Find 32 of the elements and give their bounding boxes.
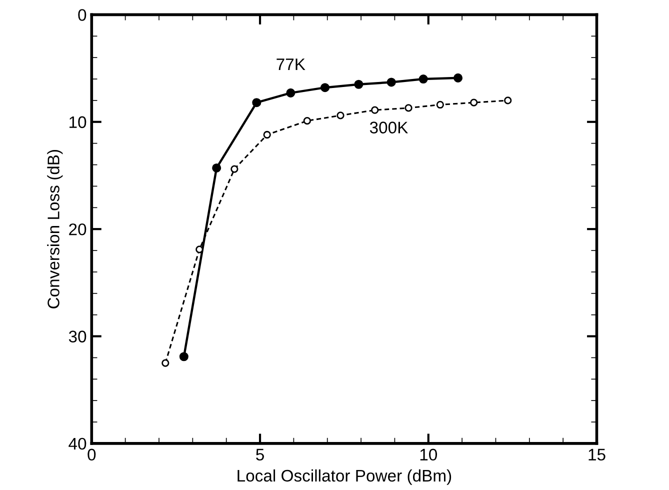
point [371,106,379,114]
point [404,104,412,112]
point [252,98,262,108]
series-label: 300K [370,122,408,134]
y-tick-label: 10 [70,116,86,128]
point [303,116,311,125]
point [212,163,222,172]
x-axis-title: Local Oscillator Power (dBm) [238,469,452,485]
point [354,80,364,89]
y-tick-label: 0 [78,9,86,21]
y-tick-label: 40 [68,438,86,450]
point [436,100,444,109]
y-axis-title: Conversion Loss (dB) [47,150,63,308]
point [454,73,463,82]
x-tick-label: 5 [256,448,264,461]
point [162,359,170,367]
point [336,112,344,120]
x-tick-label: 10 [420,448,437,461]
y-tick-label: 20 [69,223,86,236]
series-label: 77K [276,58,306,70]
point [470,98,478,106]
x-tick-label: 15 [588,448,606,461]
point [320,83,330,92]
point [286,88,296,98]
point [263,130,271,139]
point [179,352,188,362]
x-tick-label: 0 [88,448,96,461]
y-tick-label: 30 [68,330,86,342]
point [230,165,238,173]
point [418,74,428,84]
point [504,96,512,104]
point [386,78,396,87]
